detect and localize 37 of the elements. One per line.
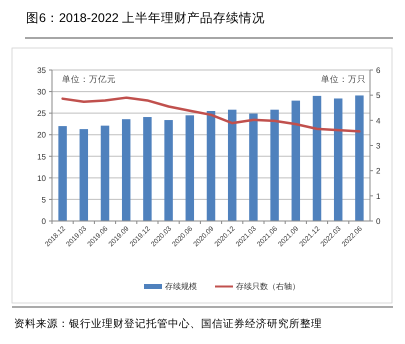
bar: [334, 98, 342, 221]
y2-tick-label: 5: [376, 91, 381, 100]
bar: [355, 95, 364, 221]
bar: [186, 115, 194, 221]
y-tick-label: 20: [37, 130, 47, 140]
y-tick-label: 25: [37, 109, 47, 118]
bar: [164, 120, 173, 221]
bar: [270, 110, 279, 221]
annotation: 单位：万亿元: [62, 74, 116, 84]
y2-tick-label: 0: [376, 217, 381, 226]
y2-tick-label: 3: [376, 142, 381, 150]
y2-tick-label: 1: [376, 192, 381, 201]
y-tick-label: 30: [37, 88, 47, 97]
bar: [122, 119, 130, 221]
y2-tick-label: 6: [376, 66, 381, 75]
bar: [228, 110, 236, 221]
chart-title: 图6：2018-2022 上半年理财产品存续情况: [26, 11, 266, 25]
y-tick-label: 0: [42, 217, 47, 226]
bar: [312, 96, 322, 221]
bar: [58, 126, 67, 221]
y2-tick-label: 2: [376, 166, 381, 176]
legend-label: 存续规模: [165, 282, 197, 291]
y2-tick-label: 4: [376, 116, 381, 126]
y-tick-label: 10: [37, 174, 47, 183]
bar: [143, 117, 152, 221]
y-tick-label: 15: [37, 152, 47, 162]
bar: [80, 129, 88, 221]
annotation: 单位：万只: [321, 74, 366, 84]
y-tick-label: 35: [37, 66, 47, 75]
bar: [249, 114, 258, 221]
bar: [206, 110, 216, 221]
bar: [100, 126, 110, 221]
line-series: [61, 96, 361, 133]
bar: [292, 100, 300, 221]
text: 资料来源：银行业理财登记托管中心、国信证券经济研究所整理: [14, 317, 322, 330]
legend-label: 存续只数（右轴）: [236, 282, 300, 291]
y-tick-label: 5: [42, 195, 47, 204]
